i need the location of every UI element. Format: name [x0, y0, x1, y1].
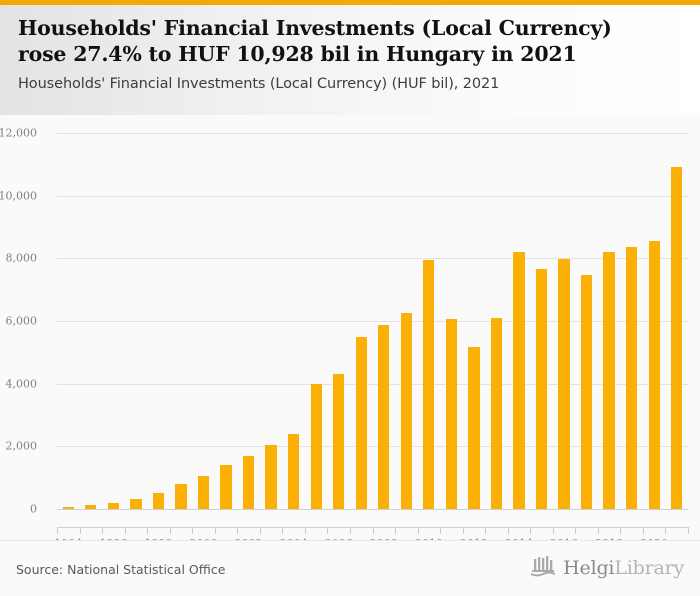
- source-label: Source: National Statistical Office: [16, 562, 226, 577]
- x-axis-tick: [552, 527, 554, 534]
- x-axis-tick: [124, 527, 126, 534]
- x-axis-tick: [395, 527, 397, 534]
- y-axis-tick-label: 8,000: [5, 251, 38, 265]
- x-axis-tick: [597, 527, 599, 534]
- gridline: [57, 133, 688, 134]
- x-axis-tick: [349, 527, 351, 534]
- helgi-library-logo[interactable]: HelgiLibrary: [530, 555, 684, 581]
- bar[interactable]: [378, 324, 390, 509]
- gridline: [57, 446, 688, 448]
- bar[interactable]: [558, 258, 570, 509]
- x-axis-tick: [237, 527, 239, 534]
- bar[interactable]: [85, 505, 97, 509]
- bar[interactable]: [603, 252, 615, 509]
- page-title: Households' Financial Investments (Local…: [18, 16, 612, 66]
- logo-brand: Helgi: [563, 557, 615, 579]
- bar[interactable]: [107, 503, 119, 509]
- logo-text: HelgiLibrary: [563, 557, 684, 579]
- chart-subtitle: Households' Financial Investments (Local…: [18, 76, 500, 92]
- x-axis-tick: [642, 527, 644, 534]
- bar[interactable]: [175, 483, 187, 509]
- x-axis-tick: [79, 527, 81, 534]
- x-axis-tick: [462, 527, 464, 534]
- gridline: [57, 383, 688, 385]
- x-axis-tick: [282, 527, 284, 534]
- bar[interactable]: [220, 465, 232, 509]
- x-axis-tick: [665, 527, 667, 534]
- x-axis-tick: [417, 527, 419, 534]
- x-axis-tick: [485, 527, 487, 534]
- x-axis-tick: [304, 527, 306, 534]
- bar[interactable]: [333, 374, 345, 509]
- x-axis-tick: [372, 527, 374, 534]
- y-axis-tick-label: 4,000: [5, 377, 38, 391]
- bar[interactable]: [468, 347, 480, 509]
- bar[interactable]: [626, 247, 638, 509]
- y-axis-tick-label: 0: [30, 502, 37, 516]
- y-axis-tick-label: 12,000: [0, 126, 37, 140]
- x-axis-tick: [440, 527, 442, 534]
- top-accent-bar: [0, 0, 700, 5]
- x-axis-tick: [530, 527, 532, 534]
- x-axis-tick: [147, 527, 149, 534]
- chart-header: Households' Financial Investments (Local…: [0, 5, 700, 115]
- x-axis-tick: [688, 527, 689, 534]
- bar-series: [57, 133, 688, 509]
- x-axis-tick: [620, 527, 622, 534]
- bar[interactable]: [535, 269, 548, 509]
- x-axis-tick: [575, 527, 577, 534]
- bar[interactable]: [287, 433, 300, 509]
- bar[interactable]: [62, 507, 74, 509]
- bar[interactable]: [445, 318, 457, 509]
- y-axis-tick-label: 10,000: [0, 189, 37, 203]
- x-axis-tick: [57, 527, 58, 534]
- x-axis-tick: [192, 527, 194, 534]
- bar[interactable]: [197, 476, 210, 509]
- bar[interactable]: [152, 492, 165, 509]
- bar[interactable]: [265, 445, 277, 509]
- y-axis-tick-label: 6,000: [5, 314, 38, 328]
- gridline: [57, 321, 688, 322]
- gridline: [57, 258, 688, 260]
- bar[interactable]: [242, 456, 255, 509]
- gridline: [57, 195, 688, 197]
- bar[interactable]: [310, 383, 322, 509]
- x-axis-tick: [327, 527, 329, 534]
- bar[interactable]: [490, 317, 503, 509]
- bar[interactable]: [580, 275, 593, 509]
- bar[interactable]: [671, 166, 683, 509]
- bar[interactable]: [423, 259, 435, 509]
- y-axis-tick-label: 2,000: [5, 439, 38, 453]
- bar[interactable]: [648, 241, 660, 509]
- chart-footer: Source: National Statistical Office Helg…: [0, 540, 700, 596]
- x-axis-tick: [169, 527, 171, 534]
- gridline: [57, 509, 688, 510]
- x-axis-tick: [214, 527, 216, 534]
- logo-suffix: Library: [614, 557, 684, 579]
- bar[interactable]: [400, 313, 412, 509]
- x-axis-tick: [259, 527, 261, 534]
- bar[interactable]: [130, 499, 142, 509]
- x-axis-tick: [507, 527, 509, 534]
- x-axis-tick: [102, 527, 104, 534]
- library-building-icon: [530, 555, 556, 581]
- bar[interactable]: [513, 252, 525, 509]
- bar[interactable]: [355, 336, 367, 509]
